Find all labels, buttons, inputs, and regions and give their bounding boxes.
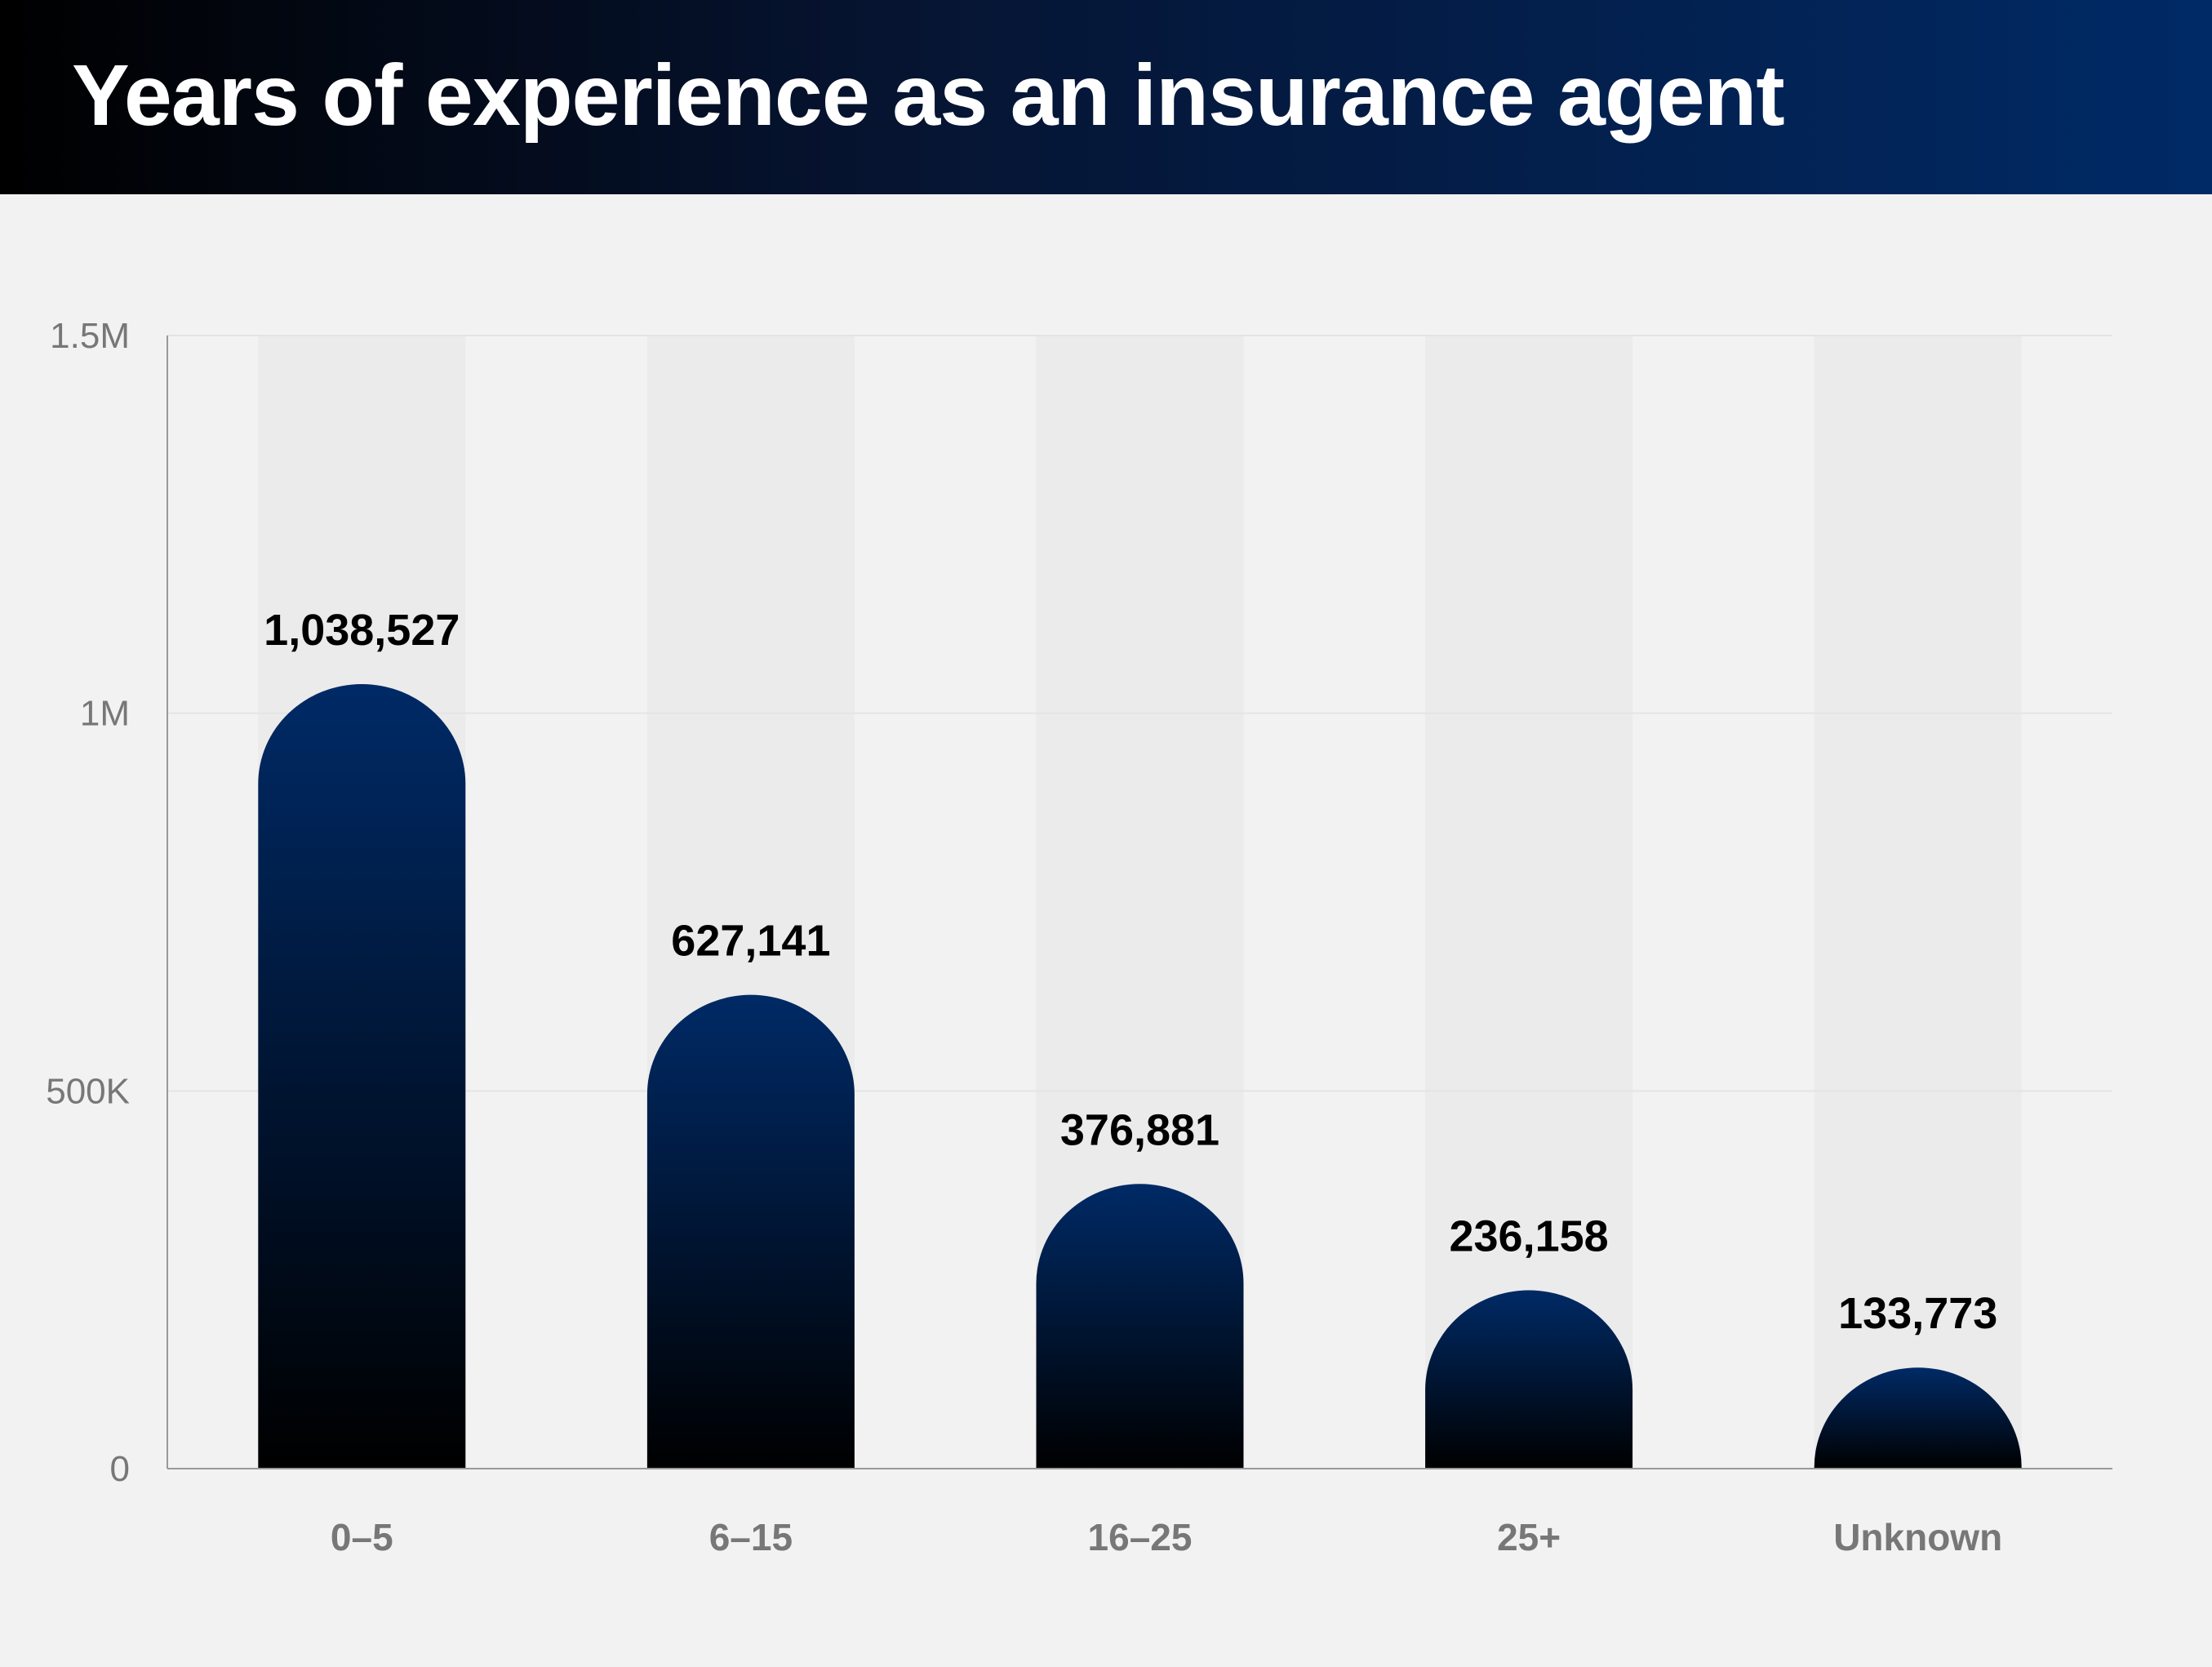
bar bbox=[1036, 1184, 1244, 1469]
value-labels: 1,038,527 627,141 376,881 236,158 133,773 bbox=[264, 606, 1997, 1338]
y-tick-label: 500K bbox=[46, 1071, 130, 1111]
value-label: 376,881 bbox=[1060, 1105, 1219, 1154]
x-tick-label: 25+ bbox=[1497, 1516, 1561, 1558]
y-tick-label: 1M bbox=[80, 694, 130, 734]
gridlines bbox=[167, 335, 2112, 1092]
value-label: 236,158 bbox=[1449, 1211, 1608, 1260]
x-tick-label: 16–25 bbox=[1088, 1516, 1193, 1558]
bar bbox=[258, 684, 466, 1469]
y-tick-label: 1.5M bbox=[50, 316, 130, 356]
bar bbox=[1814, 1367, 2022, 1469]
bars bbox=[258, 684, 2022, 1469]
chart-title: Years of experience as an insurance agen… bbox=[72, 47, 1785, 144]
chart-header: Years of experience as an insurance agen… bbox=[0, 0, 2212, 194]
column-band bbox=[1814, 336, 2022, 1469]
value-label: 627,141 bbox=[671, 917, 830, 966]
x-axis: 0–5 6–15 16–25 25+ Unknown bbox=[167, 1468, 2112, 1558]
x-tick-label: 6–15 bbox=[709, 1516, 793, 1558]
y-axis: 0 500K 1M 1.5M bbox=[46, 316, 168, 1489]
bar bbox=[646, 994, 855, 1469]
y-tick-label: 0 bbox=[110, 1449, 130, 1489]
value-label: 1,038,527 bbox=[264, 606, 460, 655]
value-label: 133,773 bbox=[1838, 1289, 1997, 1338]
column-band bbox=[1425, 336, 1633, 1469]
bar bbox=[1425, 1290, 1633, 1469]
x-tick-label: Unknown bbox=[1833, 1516, 2002, 1558]
x-tick-label: 0–5 bbox=[331, 1516, 393, 1558]
